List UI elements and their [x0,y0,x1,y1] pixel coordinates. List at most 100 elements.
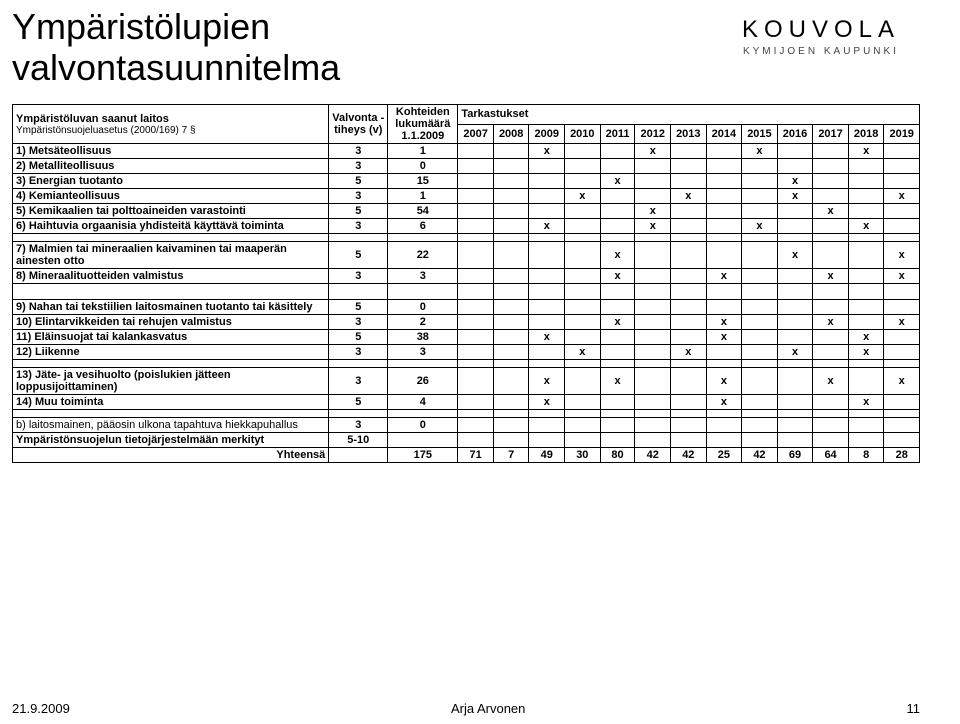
cell-mark [706,174,742,189]
cell-mark [813,174,849,189]
cell-mark [671,269,707,284]
cell-mark: x [529,219,565,234]
cell-valvonta: 5 [329,242,388,269]
hdr-year: 2015 [742,124,778,144]
cell-mark [565,144,601,159]
footer-date: 21.9.2009 [12,701,70,716]
spacer-row [13,360,920,368]
cell-valvonta: 3 [329,315,388,330]
cell-mark [671,144,707,159]
cell-mark: x [600,242,635,269]
cell-mark [671,242,707,269]
cell-mark [529,433,565,448]
row-label: 1) Metsäteollisuus [13,144,329,159]
cell-mark: x [671,345,707,360]
cell-mark [848,174,884,189]
row-label: 6) Haihtuvia orgaanisia yhdisteitä käytt… [13,219,329,234]
cell-mark: x [600,315,635,330]
cell-mark [565,159,601,174]
cell-kohteiden: 54 [388,204,458,219]
hdr-year: 2018 [848,124,884,144]
cell-mark [813,300,849,315]
table-row: 2) Metalliteollisuus30 [13,159,920,174]
cell-mark [813,242,849,269]
cell-mark [848,204,884,219]
cell-mark [742,159,778,174]
row-label: 8) Mineraalituotteiden valmistus [13,269,329,284]
cell-mark: x [742,219,778,234]
cell-mark [565,418,601,433]
cell-mark [706,219,742,234]
cell-mark [742,300,778,315]
cell-mark [458,174,494,189]
cell-mark [458,189,494,204]
table-row: 4) Kemianteollisuus31xxxx [13,189,920,204]
cell-mark [635,300,671,315]
cell-mark [671,219,707,234]
cell-mark [600,219,635,234]
cell-mark [458,368,494,395]
cell-mark [493,300,529,315]
cell-mark [671,300,707,315]
cell-mark: x [848,219,884,234]
cell-mark [565,204,601,219]
table-head: Ympäristöluvan saanut laitos Ympäristöns… [13,105,920,144]
hdr-year: 2009 [529,124,565,144]
cell-mark [529,315,565,330]
cell-mark [493,345,529,360]
cell-mark: x [635,144,671,159]
cell-mark: x [813,368,849,395]
hdr-tarkastukset: Tarkastukset [458,105,920,125]
cell-mark [671,159,707,174]
cell-mark [635,368,671,395]
footer: 21.9.2009 Arja Arvonen 11 [12,701,920,716]
cell-mark [813,345,849,360]
totals-val: 8 [848,448,884,463]
cell-mark [493,315,529,330]
cell-mark [458,395,494,410]
cell-mark [635,330,671,345]
cell-mark: x [884,315,920,330]
hdr-year: 2012 [635,124,671,144]
cell-mark [493,159,529,174]
hdr-year: 2010 [565,124,601,144]
totals-val: 64 [813,448,849,463]
cell-kohteiden: 3 [388,345,458,360]
cell-mark [529,242,565,269]
cell-mark [458,242,494,269]
cell-mark [458,269,494,284]
cell-mark [529,189,565,204]
cell-mark [600,330,635,345]
hdr-valvonta: Valvonta - tiheys (v) [329,105,388,144]
cell-kohteiden: 26 [388,368,458,395]
row-label: 12) Liikenne [13,345,329,360]
cell-mark [884,345,920,360]
cell-mark [671,395,707,410]
row-label: Ympäristönsuojelun tietojärjestelmään me… [13,433,329,448]
cell-valvonta: 3 [329,269,388,284]
table-row: 13) Jäte- ja vesihuolto (poislukien jätt… [13,368,920,395]
cell-mark [813,219,849,234]
cell-kohteiden: 0 [388,159,458,174]
totals-row: Yhteensä175717493080424225426964828 [13,448,920,463]
cell-mark: x [635,204,671,219]
cell-mark [706,242,742,269]
row-label: 10) Elintarvikkeiden tai rehujen valmist… [13,315,329,330]
logo: KOUVOLA KYMIJOEN KAUPUNKI [742,16,900,57]
table-row: Ympäristönsuojelun tietojärjestelmään me… [13,433,920,448]
cell-valvonta: 3 [329,368,388,395]
row-label: 5) Kemikaalien tai polttoaineiden varast… [13,204,329,219]
cell-mark: x [884,242,920,269]
cell-mark [600,159,635,174]
cell-mark [529,269,565,284]
cell-mark [742,433,778,448]
cell-mark [813,433,849,448]
totals-val: 42 [635,448,671,463]
cell-mark [635,345,671,360]
cell-mark [600,345,635,360]
totals-label: Yhteensä [13,448,329,463]
cell-mark [813,159,849,174]
cell-mark [813,395,849,410]
cell-mark [848,315,884,330]
cell-mark [777,433,813,448]
